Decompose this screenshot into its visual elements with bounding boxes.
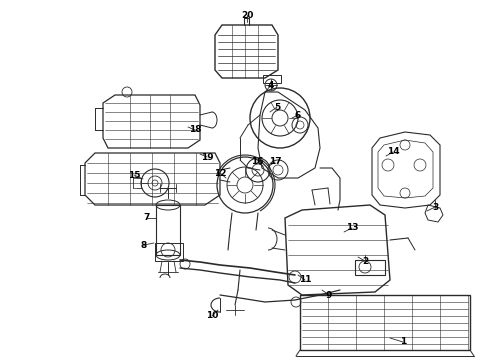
Text: 7: 7 <box>144 213 150 222</box>
Text: 16: 16 <box>251 158 263 166</box>
Text: 5: 5 <box>274 103 280 112</box>
Text: 1: 1 <box>400 338 406 346</box>
Bar <box>355 260 385 275</box>
Text: 18: 18 <box>189 126 201 135</box>
Text: 10: 10 <box>206 311 218 320</box>
Text: 3: 3 <box>432 202 438 211</box>
Text: 2: 2 <box>362 256 368 266</box>
Text: 20: 20 <box>241 10 253 19</box>
Text: 12: 12 <box>214 168 226 177</box>
Text: 13: 13 <box>346 224 358 233</box>
Text: 19: 19 <box>201 153 213 162</box>
Text: 14: 14 <box>387 148 399 157</box>
Text: 9: 9 <box>326 291 332 300</box>
Bar <box>155 243 183 261</box>
Text: 11: 11 <box>299 275 311 284</box>
Bar <box>156 205 180 255</box>
Bar <box>263 75 281 83</box>
Text: 17: 17 <box>269 158 281 166</box>
Text: 8: 8 <box>141 240 147 249</box>
Text: 4: 4 <box>268 81 274 90</box>
Text: 6: 6 <box>295 111 301 120</box>
Bar <box>300 295 470 350</box>
Text: 15: 15 <box>128 171 140 180</box>
